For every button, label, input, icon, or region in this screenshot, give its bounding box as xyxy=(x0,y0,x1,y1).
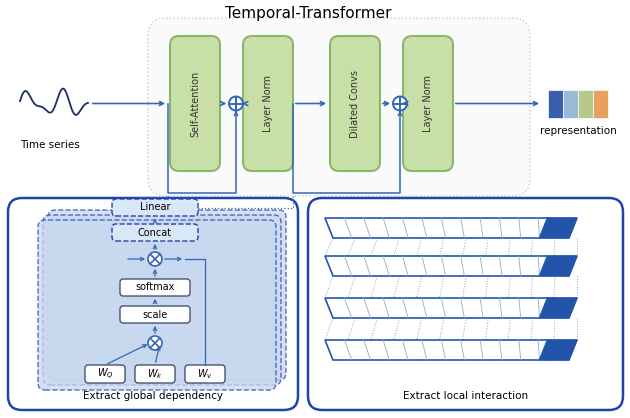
Bar xyxy=(548,89,563,117)
Bar xyxy=(593,89,608,117)
Circle shape xyxy=(393,97,407,110)
Text: Extract local interaction: Extract local interaction xyxy=(403,391,528,401)
Polygon shape xyxy=(539,256,577,276)
Circle shape xyxy=(148,252,162,266)
Text: Self-Attention: Self-Attention xyxy=(190,70,200,137)
FancyBboxPatch shape xyxy=(85,365,125,383)
FancyBboxPatch shape xyxy=(135,365,175,383)
Polygon shape xyxy=(325,340,577,360)
Text: $W_v$: $W_v$ xyxy=(197,367,213,381)
Circle shape xyxy=(148,336,162,350)
Polygon shape xyxy=(539,298,577,318)
Text: Layer Norm: Layer Norm xyxy=(423,75,433,132)
FancyBboxPatch shape xyxy=(48,210,286,380)
FancyBboxPatch shape xyxy=(170,36,220,171)
Text: $W_k$: $W_k$ xyxy=(147,367,163,381)
Text: Concat: Concat xyxy=(138,227,172,237)
FancyBboxPatch shape xyxy=(43,215,281,385)
Text: Temporal-Transformer: Temporal-Transformer xyxy=(225,6,391,21)
FancyBboxPatch shape xyxy=(185,365,225,383)
Bar xyxy=(563,89,578,117)
Text: representation: representation xyxy=(540,125,616,135)
Circle shape xyxy=(229,97,243,110)
Text: scale: scale xyxy=(142,309,168,319)
FancyBboxPatch shape xyxy=(120,279,190,296)
Bar xyxy=(578,89,593,117)
Text: Linear: Linear xyxy=(140,202,170,212)
FancyBboxPatch shape xyxy=(112,224,198,241)
FancyBboxPatch shape xyxy=(8,198,298,410)
FancyBboxPatch shape xyxy=(243,36,293,171)
FancyBboxPatch shape xyxy=(148,18,530,196)
Polygon shape xyxy=(539,218,577,238)
Text: softmax: softmax xyxy=(135,283,175,293)
Polygon shape xyxy=(325,298,577,318)
FancyBboxPatch shape xyxy=(120,306,190,323)
Polygon shape xyxy=(325,256,577,276)
Polygon shape xyxy=(325,218,577,238)
FancyBboxPatch shape xyxy=(330,36,380,171)
FancyBboxPatch shape xyxy=(38,220,276,390)
FancyBboxPatch shape xyxy=(403,36,453,171)
FancyBboxPatch shape xyxy=(308,198,623,410)
Text: Extract global dependency: Extract global dependency xyxy=(83,391,223,401)
Text: Dilated Convs: Dilated Convs xyxy=(350,69,360,138)
Text: $W_Q$: $W_Q$ xyxy=(96,367,113,382)
Text: Layer Norm: Layer Norm xyxy=(263,75,273,132)
Polygon shape xyxy=(539,340,577,360)
Text: Time series: Time series xyxy=(20,140,80,150)
FancyBboxPatch shape xyxy=(112,199,198,216)
